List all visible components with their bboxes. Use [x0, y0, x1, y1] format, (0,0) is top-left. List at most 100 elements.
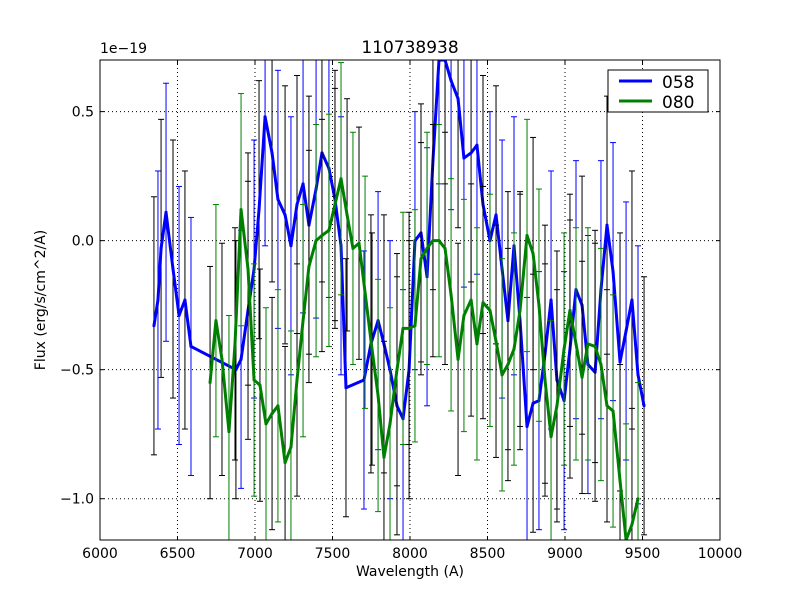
data-point: [257, 208, 261, 212]
data-point: [239, 208, 243, 212]
data-point: [214, 319, 218, 323]
data-point: [618, 479, 622, 483]
x-tick-label: 8000: [392, 546, 428, 562]
data-point: [562, 347, 566, 351]
data-point: [357, 241, 361, 245]
data-point: [419, 257, 423, 261]
data-point: [518, 308, 522, 312]
data-point: [270, 412, 274, 416]
data-point: [525, 424, 529, 428]
data-point: [494, 339, 498, 343]
data-point: [283, 461, 287, 465]
data-point: [351, 246, 355, 250]
x-tick-label: 6000: [82, 546, 118, 562]
data-point: [605, 404, 609, 408]
legend-label-058: 058: [662, 73, 694, 93]
data-point: [593, 344, 597, 348]
data-point: [258, 383, 262, 387]
chart-title: 110738938: [361, 38, 458, 58]
data-point: [449, 79, 453, 83]
legend-label-080: 080: [662, 93, 694, 113]
data-point: [270, 151, 274, 155]
data-point: [264, 422, 268, 426]
data-point: [227, 430, 231, 434]
data-point: [159, 246, 163, 250]
data-point: [449, 293, 453, 297]
data-point: [395, 368, 399, 372]
data-point: [363, 290, 367, 294]
data-point: [189, 344, 193, 348]
x-tick-label: 6500: [160, 546, 196, 562]
data-point: [327, 228, 331, 232]
data-point: [586, 342, 590, 346]
data-point: [307, 264, 311, 268]
data-point: [425, 246, 429, 250]
data-point: [555, 404, 559, 408]
data-point: [276, 197, 280, 201]
data-point: [494, 213, 498, 217]
data-point: [605, 223, 609, 227]
legend-box: [607, 69, 709, 113]
x-tick-label: 9000: [547, 546, 583, 562]
x-tick-label: 7500: [315, 546, 351, 562]
data-point: [481, 301, 485, 305]
ticks: 6000 6500 7000 7500 8000 8500 9000 9500 10000 −1.…: [60, 60, 742, 562]
data-point: [382, 455, 386, 459]
data-point: [370, 347, 374, 351]
data-point: [171, 267, 175, 271]
data-point: [407, 326, 411, 330]
data-point: [630, 298, 634, 302]
data-point: [456, 97, 460, 101]
x-tick-label: 10000: [698, 546, 743, 562]
data-point: [276, 404, 280, 408]
data-point: [636, 373, 640, 377]
data-point: [469, 151, 473, 155]
data-point: [314, 239, 318, 243]
data-point: [208, 381, 212, 385]
data-point: [574, 342, 578, 346]
data-point: [488, 308, 492, 312]
data-point: [630, 523, 634, 527]
y-tick-label: −0.5: [60, 363, 94, 379]
data-point: [549, 298, 553, 302]
series-line-080: [208, 177, 640, 540]
data-point: [401, 326, 405, 330]
data-point: [531, 252, 535, 256]
data-point: [611, 270, 615, 274]
data-point: [599, 363, 603, 367]
data-point: [531, 401, 535, 405]
data-point: [301, 182, 305, 186]
data-point: [624, 329, 628, 333]
data-point: [252, 378, 256, 382]
y-tick-label: −1.0: [60, 492, 94, 508]
data-point: [246, 267, 250, 271]
data-point: [177, 313, 181, 317]
data-point: [568, 308, 572, 312]
data-point: [289, 445, 293, 449]
data-point: [636, 497, 640, 501]
data-point: [443, 246, 447, 250]
legend: 058 080: [607, 69, 709, 113]
data-point: [462, 156, 466, 160]
data-point: [475, 143, 479, 147]
data-point: [344, 386, 348, 390]
x-axis-label: Wavelength (A): [356, 564, 464, 580]
data-point: [618, 360, 622, 364]
y-axis-label: Flux (erg/s/cm^2/A): [33, 230, 49, 370]
data-point: [320, 233, 324, 237]
data-point: [233, 342, 237, 346]
data-point: [183, 298, 187, 302]
data-point: [295, 378, 299, 382]
x-tick-label: 9500: [625, 546, 661, 562]
data-point: [580, 375, 584, 379]
data-point: [413, 324, 417, 328]
data-point: [512, 347, 516, 351]
data-point: [500, 373, 504, 377]
data-point: [295, 203, 299, 207]
data-point: [220, 357, 224, 361]
data-point: [549, 435, 553, 439]
data-point: [431, 239, 435, 243]
data-point: [301, 319, 305, 323]
x-tick-label: 8500: [470, 546, 506, 562]
